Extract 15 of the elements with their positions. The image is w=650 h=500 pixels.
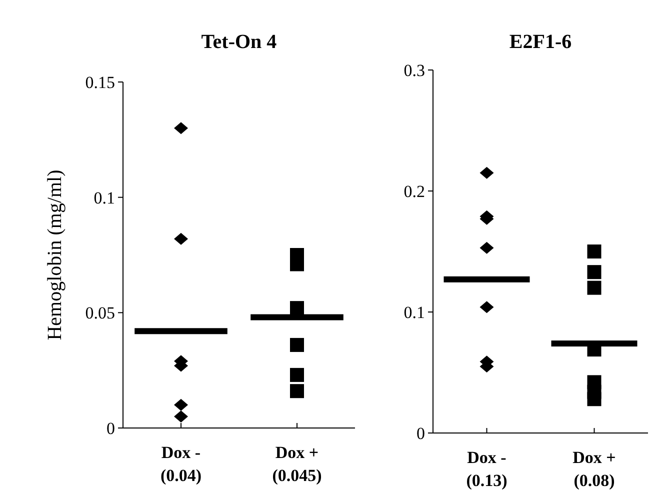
- y-axis-title: Hemoglobin (mg/ml): [44, 170, 66, 340]
- x-tick-label: Dox - (0.04): [160, 443, 202, 485]
- y-tick-label: 0.05: [85, 304, 115, 323]
- chart-title: E2F1-6: [509, 31, 572, 53]
- chart-title: Tet-On 4: [201, 31, 277, 53]
- y-tick-label: 0: [416, 424, 425, 443]
- y-tick-label: 0.2: [404, 182, 425, 201]
- x-tick-label: Dox - (0.13): [466, 448, 508, 490]
- x-tick-label: Dox + (0.08): [572, 448, 616, 490]
- x-tick-label: Dox + (0.045): [272, 443, 322, 485]
- y-tick-label: 0.3: [404, 60, 425, 80]
- y-tick-label: 0.1: [94, 188, 115, 208]
- y-tick-label: 0.1: [404, 302, 425, 322]
- y-tick-label: 0: [106, 418, 115, 438]
- y-tick-label: 0.15: [85, 72, 115, 92]
